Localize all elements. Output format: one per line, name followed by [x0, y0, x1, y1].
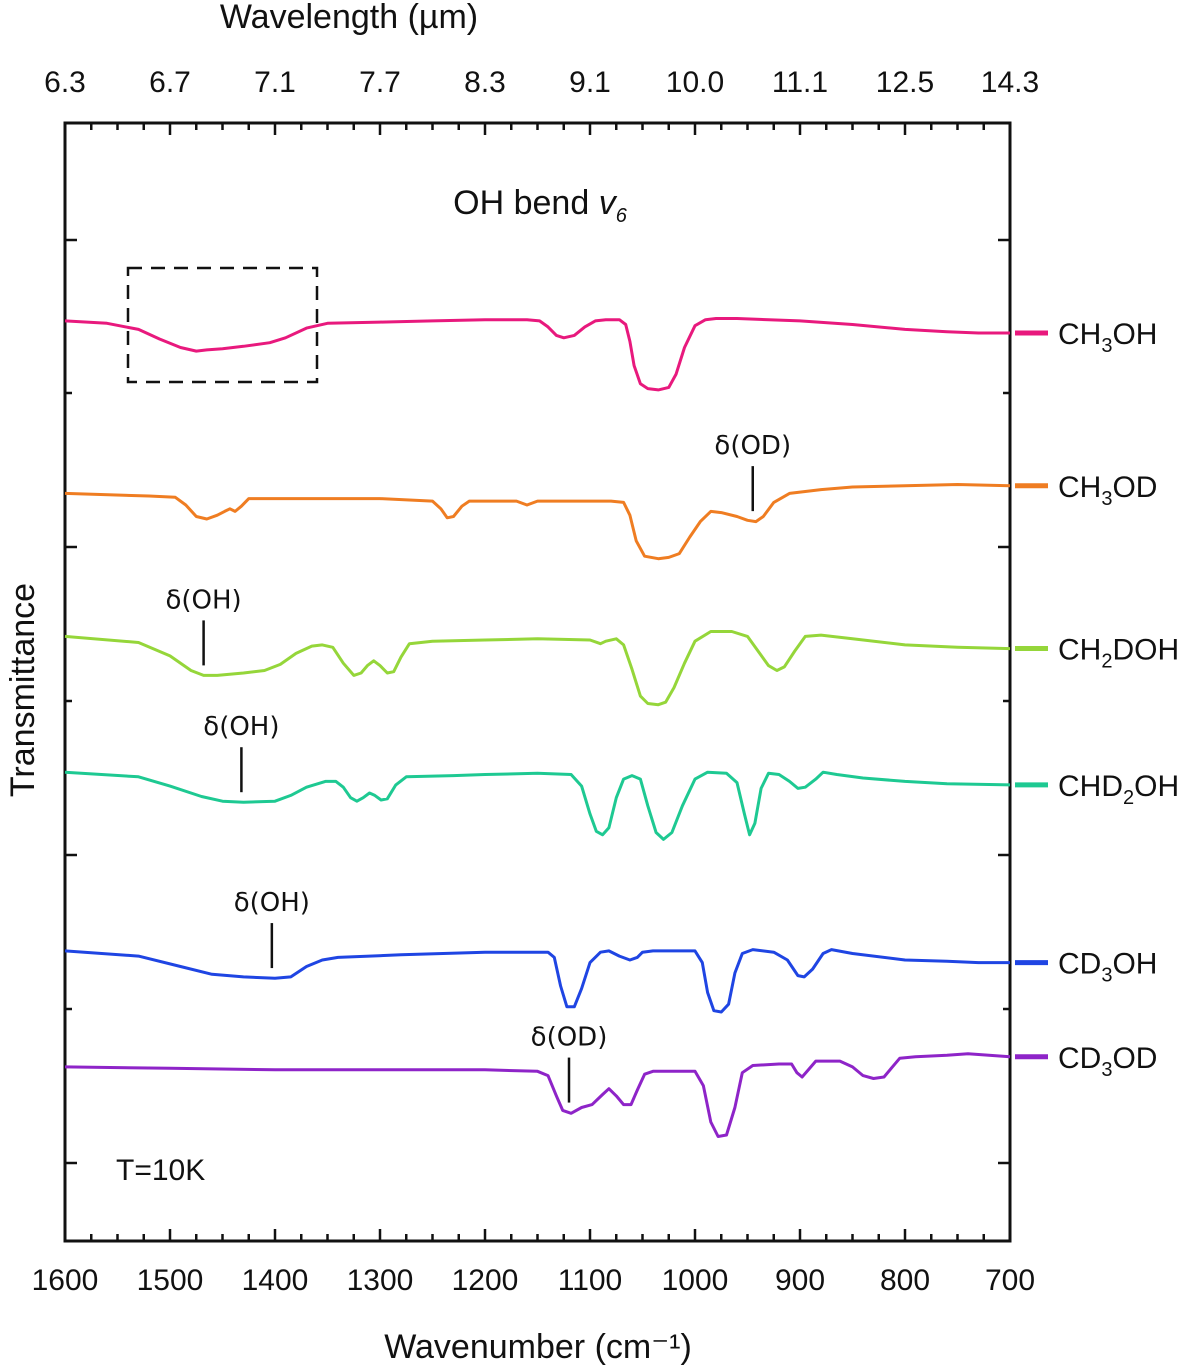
series-line-ch2doh — [64, 630, 1011, 707]
top-tick-labels: 6.3 6.7 7.1 7.7 8.3 9.1 10.0 11.1 12.5 14.3 — [44, 66, 1039, 99]
x-tick-label: 1300 — [347, 1264, 414, 1297]
highlight-box-layer — [126, 266, 319, 384]
legend-label: CH3OD — [1058, 471, 1157, 510]
highlight-box — [126, 266, 319, 384]
legend-label: CD3OD — [1058, 1042, 1157, 1081]
axis-ticks — [63, 123, 1012, 1241]
legend-label: CH3OH — [1058, 318, 1157, 357]
top-tick-label: 7.7 — [359, 66, 401, 99]
series-line-ch3od — [64, 483, 1011, 561]
series-layer — [64, 317, 1011, 1138]
x-tick-label: 1100 — [558, 1264, 623, 1297]
chart-title: OH bend v6 — [453, 184, 628, 227]
series-line-cd3od — [64, 1052, 1011, 1138]
top-tick-label: 10.0 — [666, 66, 724, 99]
x-tick-label: 1500 — [137, 1264, 204, 1297]
x-tick-label: 800 — [880, 1264, 930, 1297]
annotation-layer: δ(OD) δ(OH) δ(OH) δ(OH) δ(OD) — [165, 431, 791, 1103]
top-tick-label: 14.3 — [981, 66, 1039, 99]
annotation-label: δ(OD) — [714, 431, 791, 461]
x-tick-label: 1600 — [32, 1264, 99, 1297]
legend-label: CHD2OH — [1058, 770, 1179, 809]
plot-frame — [63, 121, 1012, 1243]
top-tick-label: 6.3 — [44, 66, 86, 99]
legend-label: CD3OH — [1058, 948, 1157, 987]
top-axis-title: Wavelength (µm) — [220, 0, 478, 36]
bottom-tick-labels: 1600 1500 1400 1300 1200 1100 1000 900 800 700 — [32, 1264, 1035, 1297]
x-tick-label: 1000 — [662, 1264, 729, 1297]
top-tick-label: 8.3 — [464, 66, 506, 99]
annotation-label: δ(OH) — [203, 712, 279, 742]
x-axis-title: Wavenumber (cm⁻¹) — [384, 1328, 692, 1366]
legend: CH3OH CH3OD CH2DOH CHD2OH CD3OH CD3OD — [1015, 318, 1179, 1081]
series-line-chd2oh — [64, 770, 1011, 841]
temperature-label: T=10K — [116, 1154, 205, 1187]
x-tick-label: 900 — [775, 1264, 825, 1297]
top-tick-label: 12.5 — [876, 66, 934, 99]
top-tick-label: 6.7 — [149, 66, 191, 99]
series-line-ch3oh — [64, 317, 1010, 392]
x-tick-label: 1400 — [242, 1264, 309, 1297]
top-tick-label: 11.1 — [772, 66, 828, 99]
legend-label: CH2DOH — [1058, 634, 1179, 673]
x-tick-label: 1200 — [452, 1264, 519, 1297]
annotation-label: δ(OH) — [165, 585, 241, 615]
top-tick-label: 9.1 — [569, 66, 611, 99]
annotation-label: δ(OD) — [531, 1023, 608, 1053]
y-axis-title: Transmittance — [4, 583, 42, 797]
series-line-cd3oh — [64, 948, 1010, 1014]
x-tick-label: 700 — [985, 1264, 1035, 1297]
annotation-label: δ(OH) — [234, 888, 310, 918]
top-tick-label: 7.1 — [254, 66, 296, 99]
